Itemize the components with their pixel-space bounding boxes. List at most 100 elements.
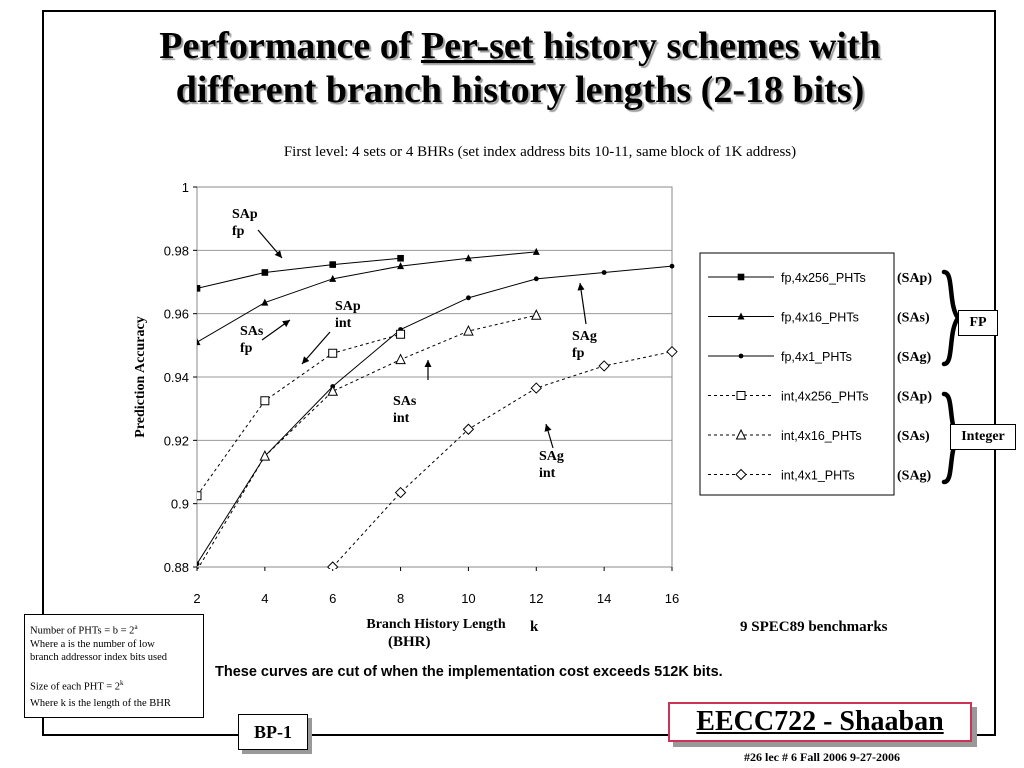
k-label: k: [530, 619, 539, 635]
data-point: [530, 382, 542, 394]
data-point: [395, 353, 406, 365]
series-fp,4x16_PHTs: [197, 247, 540, 346]
x-tick-label: 16: [665, 591, 679, 606]
series-line: [197, 257, 401, 289]
brand-text: EECC722 - Shaaban: [696, 706, 944, 737]
annotation-label: SAg: [539, 449, 564, 464]
legend-label: int,4x16_PHTs: [781, 429, 862, 443]
annotation-arrow: [261, 319, 291, 341]
x-tick-label: 6: [329, 591, 336, 606]
annotation-label: SAs: [393, 394, 417, 409]
data-point: [666, 345, 678, 358]
y-tick-label: 0.94: [164, 370, 189, 385]
series-line: [197, 251, 537, 343]
chart-subtitle: First level: 4 sets or 4 BHRs (set index…: [283, 144, 797, 160]
title-underlined: Per-set: [420, 25, 534, 67]
data-point: [735, 428, 747, 440]
data-point: [197, 561, 200, 567]
data-point: [532, 247, 540, 255]
legend-label: int,4x1_PHTs: [781, 469, 855, 483]
y-axis-label: Prediction Accuracy: [133, 316, 148, 437]
data-point: [735, 468, 747, 481]
brace: [941, 269, 961, 367]
data-point: [327, 385, 339, 396]
chart-annotations: SAp fp SAs fp SAp int SAs int SAg fp SAg int: [232, 207, 597, 481]
data-point: [197, 338, 201, 346]
integer-tag: Integer: [950, 424, 1016, 450]
data-point: [260, 396, 270, 406]
y-tick-label: 0.88: [164, 560, 189, 575]
y-tick-label: 0.9: [171, 497, 189, 512]
brand-box: EECC722 - Shaaban: [668, 702, 972, 742]
title-part2: history schemes with: [542, 25, 881, 67]
data-point: [261, 269, 269, 276]
legend-scheme: (SAp): [897, 271, 932, 286]
data-point: [261, 298, 269, 306]
annotation-label: SAg: [572, 329, 597, 344]
data-point: [598, 360, 610, 372]
title-line2: different branch history lengths (2-18 b…: [175, 69, 865, 111]
legend-label: fp,4x1_PHTs: [781, 350, 852, 364]
data-point: [397, 262, 405, 270]
data-point: [197, 285, 201, 292]
data-point: [737, 273, 745, 281]
note-line1: Number of PHTs = b = 2a: [30, 623, 138, 637]
x-tick-label: 14: [597, 591, 611, 606]
data-point: [197, 491, 202, 501]
data-point: [466, 295, 471, 301]
chart-series: [197, 247, 678, 569]
benchmarks-label: 9 SPEC89 benchmarks: [740, 619, 888, 635]
annotation-label: SAs: [240, 324, 264, 339]
data-point: [462, 423, 475, 435]
x-tick-label: 10: [461, 591, 475, 606]
data-point: [463, 324, 474, 336]
y-tick-label: 0.96: [164, 307, 189, 322]
cut-note: These curves are cut of when the impleme…: [215, 664, 723, 680]
legend-scheme: (SAs): [897, 311, 930, 326]
data-point: [736, 391, 746, 400]
data-point: [328, 348, 338, 358]
data-point: [530, 309, 542, 320]
series-fp,4x1_PHTs: [197, 263, 675, 567]
legend-label: int,4x256_PHTs: [781, 390, 869, 404]
data-point: [737, 312, 745, 320]
series-int,4x256_PHTs: [197, 329, 406, 501]
series-line: [332, 351, 673, 568]
annotation-label: fp: [232, 224, 245, 239]
series-int,4x1_PHTs: [327, 345, 678, 569]
series-line: [197, 333, 401, 497]
legend-box: [699, 252, 895, 496]
data-point: [394, 486, 407, 499]
data-point: [738, 353, 744, 359]
y-tick-label: 0.98: [164, 243, 189, 258]
pht-note-box: Number of PHTs = b = 2a Where a is the n…: [24, 614, 204, 718]
legend-scheme: (SAg): [897, 350, 932, 365]
series-line: [197, 314, 537, 569]
data-point: [669, 263, 675, 269]
annotation-arrow: [544, 423, 554, 449]
series-fp,4x256_PHTs: [197, 254, 404, 292]
series-line: [197, 265, 673, 565]
data-point: [259, 450, 271, 461]
x-axis-label: Branch History Length: [366, 617, 505, 632]
legend-scheme: (SAp): [897, 390, 932, 405]
data-point: [329, 261, 337, 268]
data-point: [464, 254, 472, 262]
legend-label: fp,4x16_PHTs: [781, 311, 859, 325]
series-int,4x16_PHTs: [197, 309, 542, 569]
data-point: [329, 274, 337, 282]
note-line3: branch addressor index bits used: [30, 651, 168, 663]
data-point: [327, 561, 339, 569]
annotation-label: fp: [572, 346, 585, 361]
legend-scheme: (SAg): [897, 469, 932, 484]
data-point: [396, 329, 406, 339]
data-point: [601, 270, 607, 275]
y-tick-label: 0.92: [164, 433, 189, 448]
annotation-arrow: [577, 282, 587, 325]
x-tick-label: 2: [193, 591, 200, 606]
note-line2: Where a is the number of low: [30, 638, 155, 650]
bhr-label: (BHR): [388, 634, 431, 650]
annotation-label: int: [539, 466, 556, 481]
annotation-label: SAp: [232, 207, 258, 222]
